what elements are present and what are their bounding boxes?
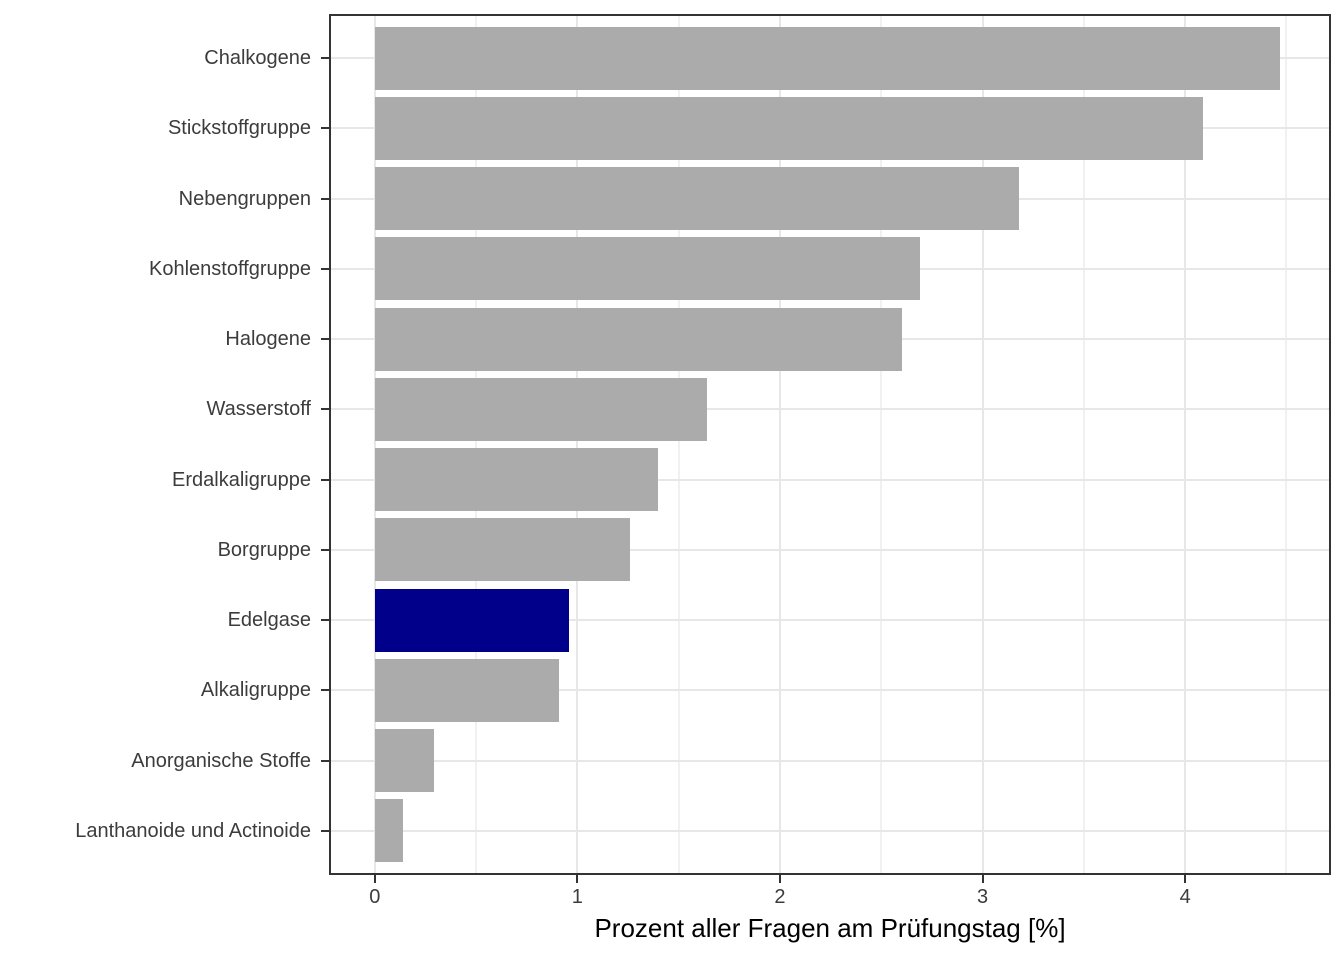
gridline-major-horizontal (331, 619, 1329, 622)
gridline-minor-vertical (475, 16, 478, 873)
x-axis-tick (373, 875, 376, 883)
gridline-major-horizontal (331, 408, 1329, 411)
x-axis-tick (1184, 875, 1187, 883)
bar-halogene (374, 308, 902, 371)
x-axis-tick (778, 875, 781, 883)
y-axis-label: Halogene (225, 328, 311, 351)
y-axis-label: Lanthanoide und Actinoide (75, 819, 311, 842)
gridline-minor-vertical (1285, 16, 1288, 873)
y-axis-label: Stickstoffgruppe (167, 117, 311, 140)
bar-anorganische-stoffe (374, 729, 434, 792)
bar-alkaligruppe (374, 659, 560, 722)
gridline-major-horizontal (331, 689, 1329, 692)
gridline-major-vertical (576, 16, 579, 873)
y-axis-tick (321, 57, 329, 60)
y-axis-label: Edelgase (227, 609, 311, 632)
gridline-major-horizontal (331, 829, 1329, 832)
y-axis-tick (321, 548, 329, 551)
y-axis-label: Kohlenstoffgruppe (149, 257, 311, 280)
bar-lanthanoide-und-actinoide (374, 799, 404, 862)
x-axis-tick (576, 875, 579, 883)
y-axis-label: Borgruppe (217, 538, 311, 561)
bar-nebengruppen (374, 167, 1019, 230)
y-axis-label: Chalkogene (204, 47, 311, 70)
x-tick-label: 3 (976, 886, 989, 908)
bar-kohlenstoffgruppe (374, 237, 920, 300)
y-axis-label: Erdalkaligruppe (172, 468, 311, 491)
y-axis-tick (321, 408, 329, 411)
gridline-major-horizontal (331, 548, 1329, 551)
gridline-minor-vertical (677, 16, 680, 873)
x-axis-tick (981, 875, 984, 883)
bar-erdalkaligruppe (374, 448, 659, 511)
gridline-major-vertical (981, 16, 984, 873)
y-axis-tick (321, 759, 329, 762)
bar-stickstoffgruppe (374, 97, 1204, 160)
gridline-minor-vertical (880, 16, 883, 873)
y-axis-tick (321, 689, 329, 692)
plot-panel (329, 14, 1331, 875)
y-axis-tick (321, 127, 329, 130)
x-tick-label: 2 (774, 886, 786, 908)
y-axis-label: Nebengruppen (178, 187, 311, 210)
y-axis-tick (321, 338, 329, 341)
gridline-major-vertical (373, 16, 376, 873)
bar-chalkogene (374, 27, 1281, 90)
y-axis-label: Alkaligruppe (200, 679, 311, 702)
x-axis-title: Prozent aller Fragen am Prüfungstag [%] (594, 913, 1066, 943)
gridline-minor-vertical (1082, 16, 1085, 873)
y-axis-tick (321, 197, 329, 200)
y-axis-label: Anorganische Stoffe (131, 749, 311, 772)
x-tick-label: 0 (369, 886, 381, 908)
gridline-major-horizontal (331, 759, 1329, 762)
y-axis-tick (321, 478, 329, 481)
gridline-major-vertical (1184, 16, 1187, 873)
gridline-major-horizontal (331, 478, 1329, 481)
x-tick-label: 4 (1179, 886, 1191, 908)
y-axis-tick (321, 267, 329, 270)
bar-borgruppe (374, 518, 631, 581)
x-tick-label: 1 (571, 886, 583, 908)
bar-edelgase (374, 589, 570, 652)
bar-wasserstoff (374, 378, 707, 441)
gridline-major-vertical (778, 16, 781, 873)
y-axis-label: Wasserstoff (206, 398, 311, 421)
y-axis-tick (321, 829, 329, 832)
y-axis-tick (321, 619, 329, 622)
